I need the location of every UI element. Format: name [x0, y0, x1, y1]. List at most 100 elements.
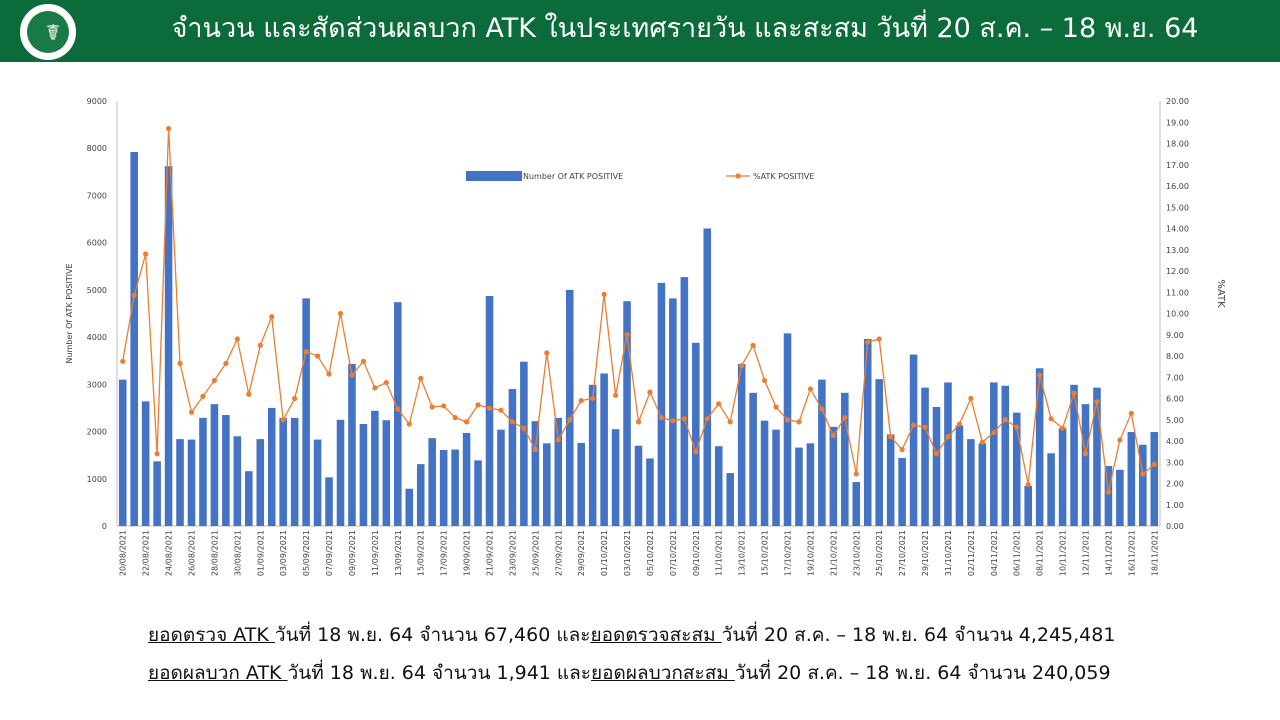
- footer-line-tests: ยอดตรวจ ATK วันที่ 18 พ.ย. 64 จำนวน 67,4…: [148, 620, 1115, 650]
- x-tick-label: 22/08/2021: [142, 530, 151, 576]
- legend-line-marker: [735, 173, 741, 179]
- pct-point: [819, 406, 825, 412]
- pct-point: [303, 349, 309, 355]
- x-tick-label: 11/09/2021: [371, 530, 380, 576]
- bar: [382, 420, 391, 526]
- pct-point: [842, 415, 848, 421]
- x-tick-label: 07/09/2021: [325, 530, 334, 576]
- x-tick-label: 26/08/2021: [188, 530, 197, 576]
- x-tick-label: 01/09/2021: [256, 530, 265, 576]
- page-title: จำนวน และสัดส่วนผลบวก ATK ในประเทศรายวัน…: [171, 13, 1199, 44]
- bar: [199, 417, 207, 526]
- pct-point: [1151, 461, 1157, 467]
- bar: [210, 404, 219, 526]
- pct-point: [853, 471, 859, 477]
- pct-point: [750, 342, 756, 348]
- pct-point: [601, 291, 607, 297]
- pct-point: [1037, 372, 1043, 378]
- x-tick-label: 07/10/2021: [669, 530, 678, 576]
- positive-label: ยอดผลบวก ATK: [148, 662, 288, 684]
- pct-point: [429, 404, 435, 410]
- pct-point: [761, 377, 768, 384]
- x-tick-label: 12/11/2021: [1082, 530, 1091, 576]
- bar: [130, 152, 138, 526]
- pct-point: [716, 401, 722, 407]
- bar: [623, 301, 631, 526]
- pct-point: [165, 126, 172, 132]
- bar: [279, 417, 287, 526]
- pct-point: [188, 409, 195, 415]
- pct-point: [463, 419, 470, 425]
- tests-cumulative-text: วันที่ 20 ส.ค. – 18 พ.ย. 64 จำนวน 4,245,…: [721, 624, 1116, 646]
- bar: [657, 282, 666, 526]
- bar: [898, 458, 906, 526]
- bar: [222, 415, 230, 526]
- pct-point: [280, 417, 286, 423]
- tests-text: วันที่ 18 พ.ย. 64 จำนวน 67,460 และ: [274, 624, 591, 646]
- pct-point: [899, 446, 905, 453]
- x-tick-label: 23/09/2021: [508, 530, 517, 576]
- pct-point: [246, 391, 252, 397]
- bar: [164, 166, 173, 526]
- bar-series: [118, 152, 1159, 526]
- pct-point: [1025, 481, 1031, 488]
- y-left-tick-label: 1000: [87, 475, 107, 484]
- pct-point: [1128, 410, 1134, 416]
- pct-point: [360, 358, 367, 364]
- bar: [577, 442, 585, 526]
- bar: [256, 439, 265, 526]
- x-tick-label: 16/11/2021: [1127, 530, 1136, 576]
- x-tick-label: 27/10/2021: [898, 530, 907, 576]
- x-tick-label: 31/10/2021: [944, 530, 953, 576]
- legend-bar-swatch: [466, 171, 522, 181]
- pct-point: [1002, 417, 1008, 423]
- y-left-tick-label: 5000: [87, 286, 107, 295]
- x-tick-label: 13/10/2021: [738, 530, 747, 576]
- y-right-tick-label: 2.00: [1166, 480, 1184, 489]
- bar: [692, 342, 700, 526]
- pct-point: [555, 437, 561, 443]
- bar: [371, 410, 379, 526]
- x-tick-label: 19/10/2021: [806, 530, 815, 576]
- y-left-tick-label: 9000: [87, 97, 107, 106]
- bar: [1093, 387, 1101, 526]
- chart-legend: Number Of ATK POSITIVE %ATK POSITIVE: [466, 171, 814, 181]
- x-tick-label: 10/11/2021: [1059, 530, 1068, 576]
- x-tick-label: 24/08/2021: [165, 530, 174, 576]
- bar: [474, 460, 482, 526]
- bar: [153, 461, 161, 526]
- bar: [1058, 428, 1067, 526]
- pct-point: [888, 434, 894, 440]
- pct-point: [876, 336, 882, 342]
- y-right-tick-label: 15.00: [1166, 203, 1189, 212]
- x-tick-label: 09/09/2021: [348, 530, 357, 576]
- y-right-tick-label: 20.00: [1166, 97, 1189, 106]
- y-right-tick-label: 16.00: [1166, 182, 1189, 191]
- y-right-tick-label: 5.00: [1166, 416, 1184, 425]
- header-bar: ☤ จำนวน และสัดส่วนผลบวก ATK ในประเทศรายว…: [0, 0, 1280, 62]
- pct-point: [349, 372, 355, 378]
- bar: [187, 439, 196, 526]
- y-left-tick-label: 7000: [87, 191, 107, 200]
- bar: [497, 429, 505, 526]
- pct-point: [670, 418, 676, 424]
- x-tick-label: 17/09/2021: [440, 530, 449, 576]
- x-tick-label: 03/10/2021: [623, 530, 632, 576]
- bar: [863, 339, 872, 526]
- pct-point: [979, 439, 985, 445]
- pct-point: [532, 446, 538, 453]
- y-right-tick-label: 11.00: [1166, 288, 1189, 297]
- y-left-tick-label: 4000: [87, 333, 107, 342]
- y-left-tick-label: 0: [102, 522, 107, 531]
- bar: [118, 379, 127, 526]
- x-tick-label: 27/09/2021: [554, 530, 563, 576]
- logo-inner: ☤: [27, 11, 69, 53]
- x-tick-label: 25/09/2021: [531, 530, 540, 576]
- pct-line: [122, 128, 1155, 493]
- moph-seal-icon: ☤: [20, 4, 76, 60]
- pct-point: [211, 377, 218, 384]
- bar: [1104, 466, 1113, 526]
- x-tick-label: 21/09/2021: [486, 530, 495, 576]
- pct-point: [486, 405, 493, 411]
- bar: [588, 384, 597, 526]
